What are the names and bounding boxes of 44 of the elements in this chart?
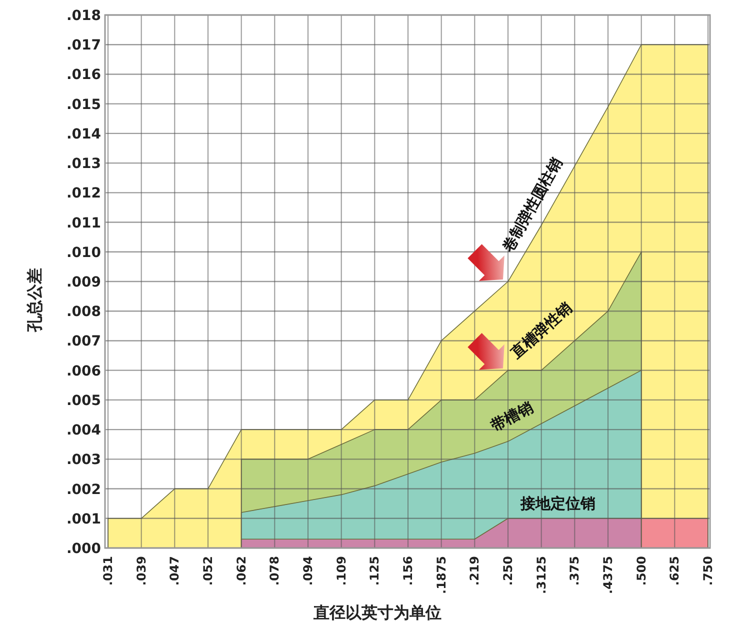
y-tick-label: .016 — [66, 67, 101, 84]
x-tick-label: .094 — [301, 556, 315, 586]
y-tick-label: .004 — [66, 422, 102, 439]
x-axis-title: 直径以英寸为单位 — [312, 603, 442, 622]
y-tick-label: .011 — [66, 215, 101, 232]
text: 卷制弹性圆柱销 — [498, 154, 566, 256]
x-tick-label: .3125 — [534, 556, 548, 594]
x-tick-label: .4375 — [601, 556, 615, 594]
y-tick-label: .010 — [66, 244, 102, 261]
x-tick-label: .039 — [134, 556, 148, 586]
x-tick-label: .500 — [634, 556, 648, 586]
x-tick-label: .078 — [268, 556, 282, 586]
y-tick-label: .015 — [66, 96, 101, 113]
y-tick-label: .006 — [66, 363, 101, 380]
x-tick-label: .375 — [568, 556, 582, 586]
x-tick-label: .219 — [468, 556, 482, 586]
text: 带槽销 — [488, 398, 536, 436]
y-tick-label: .000 — [66, 541, 102, 557]
y-axis-title: 孔总公差 — [25, 268, 44, 333]
x-tick-label: .750 — [701, 556, 715, 586]
x-tick-label: .052 — [201, 556, 215, 586]
y-tick-label: .007 — [66, 334, 101, 350]
x-tick-label: .047 — [168, 556, 182, 586]
y-tick-label: .005 — [66, 392, 101, 409]
y-tick-label: .013 — [66, 156, 101, 172]
y-tick-label: .014 — [66, 126, 102, 142]
y-tick-label: .001 — [66, 511, 101, 528]
y-tick-label: .002 — [66, 482, 101, 498]
y-tick-label: .003 — [66, 452, 101, 468]
y-tick-label: .009 — [66, 274, 101, 290]
x-tick-label: .031 — [101, 556, 115, 586]
y-tick-label: .017 — [66, 38, 101, 54]
y-tick-label: .012 — [66, 186, 101, 202]
text: 直槽弹性销 — [506, 298, 576, 362]
series-label: 接地定位销 — [520, 494, 596, 512]
x-tick-label: .109 — [334, 556, 348, 586]
y-tick-label: .018 — [66, 8, 101, 24]
x-tick-label: .1875 — [434, 556, 448, 594]
x-tick-label: .062 — [234, 556, 248, 586]
y-tick-label: .008 — [66, 304, 101, 320]
x-tick-label: .625 — [668, 556, 682, 586]
x-tick-label: .125 — [368, 556, 382, 586]
x-tick-label: .250 — [501, 556, 515, 586]
x-tick-label: .156 — [401, 556, 415, 586]
